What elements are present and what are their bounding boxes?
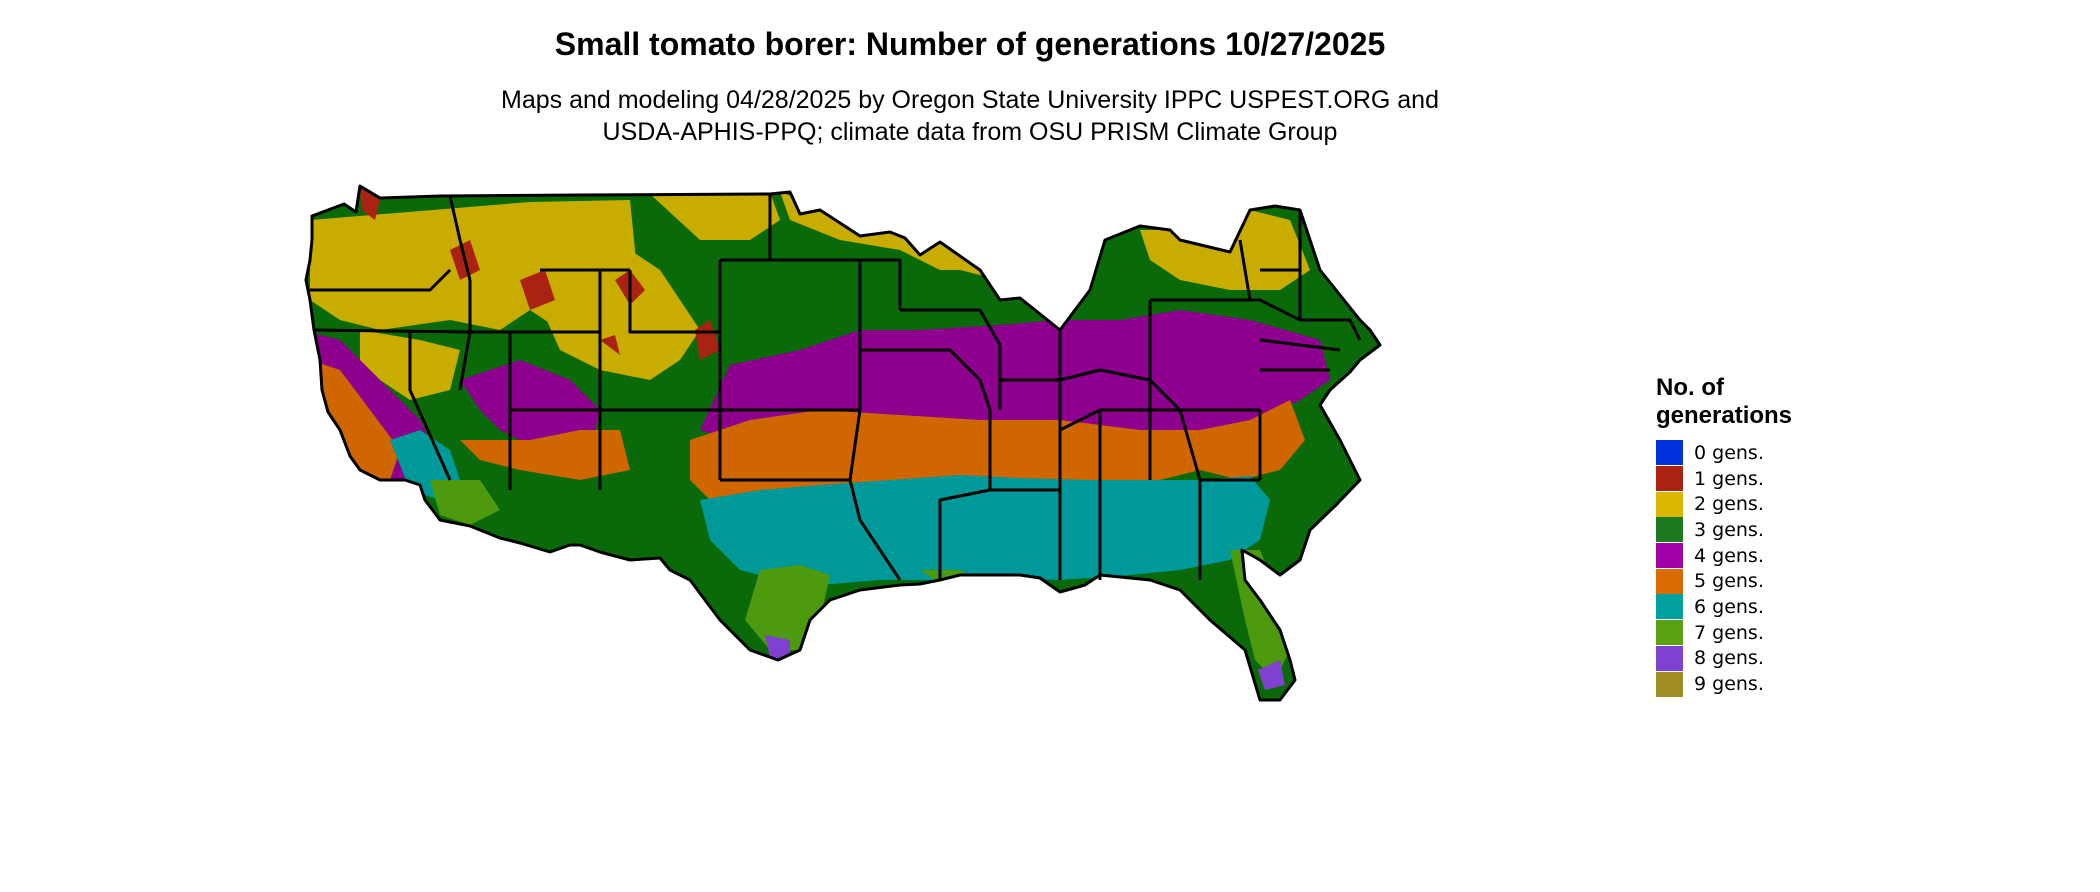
legend-item: 5 gens. bbox=[1656, 568, 1886, 594]
legend-title: No. of generations bbox=[1656, 374, 1886, 430]
legend-swatch bbox=[1656, 594, 1683, 620]
legend-swatch bbox=[1656, 645, 1683, 671]
legend-items: 0 gens. 1 gens. 2 gens. 3 gens. 4 gens. 5 gen… bbox=[1656, 440, 1886, 697]
legend-title-line-1: No. of bbox=[1656, 374, 1724, 401]
legend-swatch bbox=[1656, 466, 1683, 492]
zone-2-gens-rockies bbox=[520, 240, 700, 380]
legend-item: 2 gens. bbox=[1656, 491, 1886, 517]
legend-label: 5 gens. bbox=[1694, 570, 1764, 593]
legend-label: 9 gens. bbox=[1694, 673, 1764, 696]
map-subtitle-line-2: USDA-APHIS-PPQ; climate data from OSU PR… bbox=[602, 118, 1338, 146]
legend-label: 3 gens. bbox=[1694, 518, 1764, 541]
legend-swatch bbox=[1656, 671, 1683, 697]
zone-8-gens bbox=[765, 635, 1285, 690]
legend-label: 0 gens. bbox=[1694, 441, 1764, 464]
legend-swatch bbox=[1656, 568, 1683, 594]
legend-item: 3 gens. bbox=[1656, 517, 1886, 543]
map-subtitle-line-1: Maps and modeling 04/28/2025 by Oregon S… bbox=[501, 86, 1439, 114]
legend-swatch bbox=[1656, 543, 1683, 569]
legend-item: 6 gens. bbox=[1656, 594, 1886, 620]
legend-item: 0 gens. bbox=[1656, 440, 1886, 466]
legend-item: 8 gens. bbox=[1656, 645, 1886, 672]
legend-label: 2 gens. bbox=[1694, 493, 1764, 516]
legend-item: 7 gens. bbox=[1656, 620, 1886, 646]
legend-swatch bbox=[1656, 620, 1683, 646]
zone-2-gens-northern-plains bbox=[650, 192, 780, 240]
legend-swatch bbox=[1656, 440, 1683, 466]
legend-label: 4 gens. bbox=[1694, 544, 1764, 567]
legend-swatch bbox=[1656, 517, 1683, 543]
us-outline bbox=[304, 184, 1382, 702]
state-lines bbox=[310, 194, 1362, 581]
legend-label: 6 gens. bbox=[1694, 595, 1764, 618]
legend-item: 4 gens. bbox=[1656, 543, 1886, 569]
map-title: Small tomato borer: Number of generation… bbox=[554, 26, 1386, 62]
legend: No. of generations 0 gens. 1 gens. 2 gens.… bbox=[1656, 374, 1886, 697]
map-subtitle: Maps and modeling 04/28/2025 by Oregon S… bbox=[0, 84, 1940, 148]
state-borders bbox=[304, 184, 1382, 702]
legend-label: 8 gens. bbox=[1694, 647, 1764, 670]
legend-title-line-2: generations bbox=[1656, 402, 1793, 429]
legend-label: 1 gens. bbox=[1694, 467, 1764, 490]
legend-item: 1 gens. bbox=[1656, 466, 1886, 492]
legend-swatch bbox=[1656, 491, 1683, 517]
zone-6-gens bbox=[700, 475, 1270, 585]
zone-1-gens-spots bbox=[360, 188, 720, 360]
legend-label: 7 gens. bbox=[1694, 621, 1764, 644]
zone-5-gens bbox=[690, 400, 1305, 510]
zone-5-gens-west bbox=[310, 360, 630, 480]
legend-item: 9 gens. bbox=[1656, 671, 1886, 697]
us-generations-map bbox=[304, 184, 1382, 702]
